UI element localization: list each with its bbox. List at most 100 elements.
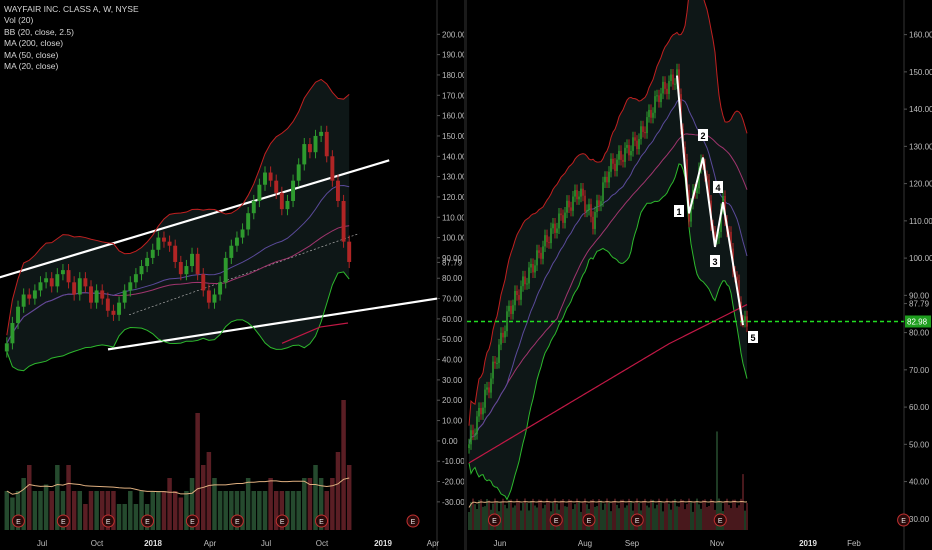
- candle-body: [178, 261, 183, 275]
- volume-bar: [696, 498, 698, 530]
- volume-bar: [268, 478, 273, 530]
- candle-body: [728, 231, 730, 233]
- legend-indicator-ma50[interactable]: MA (50, close): [4, 49, 59, 60]
- candle-body: [554, 223, 556, 233]
- candle-body: [594, 212, 596, 229]
- candle-body: [470, 430, 472, 445]
- volume-bar: [538, 499, 540, 530]
- candle-body: [139, 266, 144, 275]
- daily-chart-pane[interactable]: 160.00 150.00 140.00 130.00 120.00 110.00 100.…: [467, 0, 932, 550]
- volume-bar: [540, 499, 542, 530]
- candle-body: [644, 131, 646, 134]
- volume-bar: [279, 491, 285, 530]
- wave-label-box: [713, 181, 723, 193]
- volume-bar: [648, 507, 650, 530]
- legend-indicator-bb[interactable]: BB (20, close, 2.5): [4, 26, 74, 37]
- volume-bar: [229, 491, 234, 530]
- y-tick-label: 40.00: [442, 356, 463, 365]
- candle-body: [27, 294, 32, 299]
- candle-body: [263, 172, 267, 185]
- legend-indicator-ma200[interactable]: MA (200, close): [4, 38, 64, 49]
- candle-body: [488, 387, 490, 393]
- candle-body: [476, 416, 478, 435]
- earnings-marker-label: E: [190, 519, 195, 526]
- y-tick-label: 40.00: [909, 478, 930, 487]
- candle-body: [516, 290, 518, 296]
- y-tick-label: 10.00: [442, 417, 463, 426]
- candle-body: [498, 344, 500, 363]
- candle-body: [566, 200, 568, 213]
- weekly-chart-pane[interactable]: 200.00 190.00 180.00 170.00 160.00 150.00 140.…: [0, 0, 464, 550]
- earnings-marker: [230, 514, 244, 528]
- volume-bar: [38, 491, 43, 530]
- ma200-line: [281, 322, 349, 344]
- volume-bar: [133, 504, 139, 530]
- candle-body: [570, 207, 572, 211]
- candle-body: [670, 74, 672, 82]
- legend-indicator-vol[interactable]: Vol (20): [4, 15, 34, 26]
- y-tick-label: 190.00: [442, 51, 464, 60]
- volume-bar: [746, 502, 748, 530]
- candle-body: [736, 276, 738, 281]
- candle-body: [234, 237, 239, 246]
- x-tick-label: Oct: [316, 539, 329, 548]
- volume-bar: [706, 506, 708, 530]
- volume-bar: [184, 491, 189, 530]
- candle-body: [744, 316, 746, 322]
- candle-body: [500, 332, 502, 345]
- candle-body: [111, 310, 116, 315]
- earnings-marker: [185, 514, 199, 528]
- volume-bar: [680, 499, 682, 530]
- y-tick-label: -30.00: [442, 498, 464, 507]
- candle-body: [542, 246, 544, 259]
- legend-title: WAYFAIR INC. CLASS A, W, NYSE: [4, 4, 139, 14]
- y-tick-label: 120.00: [909, 180, 932, 189]
- candle-body: [552, 223, 554, 229]
- volume-bar: [508, 499, 510, 530]
- volume-bar: [516, 498, 518, 530]
- candle-body: [678, 69, 680, 95]
- y-tick-label: 180.00: [442, 71, 464, 80]
- earnings-marker-label: E: [145, 519, 150, 526]
- volume-bar: [480, 499, 482, 530]
- legend-indicator-ma20[interactable]: MA (20, close): [4, 61, 59, 72]
- earnings-marker: [713, 513, 727, 527]
- volume-bar: [548, 501, 550, 530]
- weekly-candlestick-chart[interactable]: 200.00 190.00 180.00 170.00 160.00 150.00 140.…: [0, 0, 464, 550]
- candle-body: [616, 159, 618, 171]
- volume-bar: [578, 501, 580, 530]
- candle-body: [336, 180, 340, 201]
- y-tick-label: 110.00: [442, 213, 464, 222]
- candle-body: [586, 209, 588, 212]
- volume-bar: [122, 504, 127, 530]
- candle-body: [672, 74, 674, 85]
- chart-legend: WAYFAIR INC. CLASS A, W, NYSE Vol (20) B…: [4, 4, 139, 72]
- candle-body: [190, 253, 194, 267]
- candle-body: [614, 163, 616, 171]
- candle-body: [494, 361, 496, 364]
- candle-body: [16, 306, 20, 323]
- volume-bar: [520, 510, 522, 530]
- y-tick-label: 60.00: [442, 315, 463, 324]
- volume-bar: [512, 507, 514, 530]
- candle-body: [588, 204, 590, 210]
- earnings-marker-label: E: [554, 518, 559, 525]
- candle-body: [562, 215, 564, 223]
- volume-bar: [257, 491, 262, 530]
- candle-body: [664, 81, 666, 89]
- volume-bar: [313, 465, 318, 530]
- earnings-marker: [582, 513, 596, 527]
- upper-trendline: [0, 159, 390, 279]
- volume-bar: [604, 503, 606, 530]
- candle-body: [77, 278, 82, 295]
- candle-body: [558, 213, 560, 229]
- volume-bar: [610, 511, 612, 530]
- volume-bar: [21, 478, 26, 530]
- candle-body: [608, 171, 610, 183]
- volume-bar: [49, 491, 54, 530]
- volume-bar: [99, 491, 105, 530]
- pane-divider[interactable]: [464, 0, 467, 550]
- candle-body: [49, 278, 54, 287]
- daily-candlestick-chart[interactable]: 160.00150.00140.00130.00120.00110.00100.…: [467, 0, 932, 550]
- candle-body: [307, 144, 312, 153]
